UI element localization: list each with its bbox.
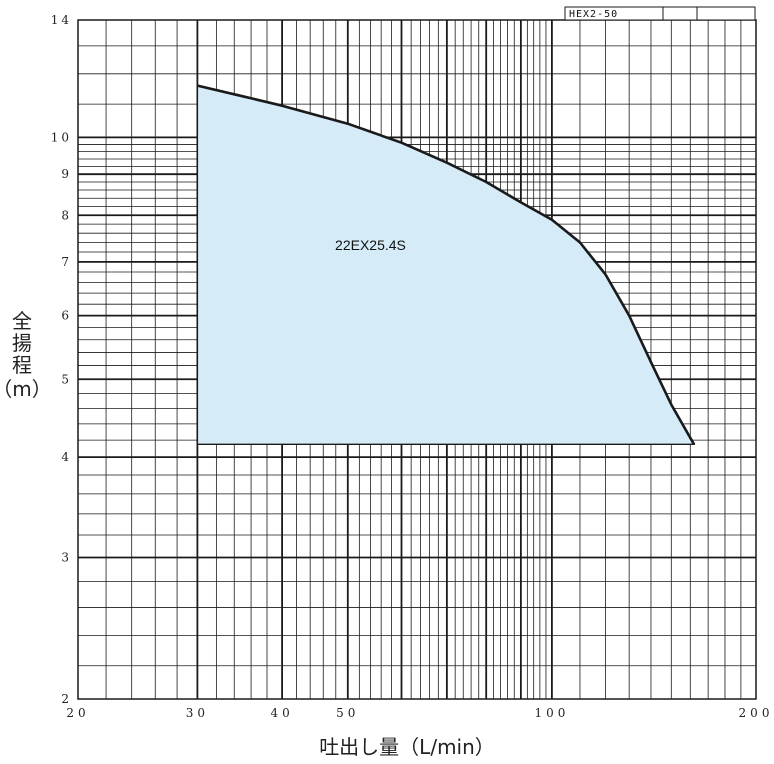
y-tick-label: 6 bbox=[61, 309, 72, 323]
x-tick-label: 100 bbox=[534, 706, 569, 720]
model-code: HEX2-50 bbox=[569, 9, 618, 20]
y-axis-title-char: 程 bbox=[12, 353, 32, 377]
plot-frame bbox=[77, 19, 757, 700]
y-axis-title: 全揚程（m） bbox=[0, 309, 52, 401]
y-tick-label: 5 bbox=[61, 372, 72, 386]
y-tick-labels: 2 3 4 5 6 7 8 9 10 14 bbox=[51, 13, 72, 706]
y-tick-label: 14 bbox=[51, 13, 72, 27]
y-axis-title-char: 全 bbox=[12, 309, 32, 333]
model-code-box: HEX2-50 bbox=[564, 6, 756, 21]
series-layer: 22EX25.4S bbox=[196, 84, 696, 446]
x-tick-label: 20 bbox=[66, 706, 89, 720]
x-tick-label: 200 bbox=[739, 706, 774, 720]
x-tick-label: 30 bbox=[186, 706, 209, 720]
y-tick-label: 10 bbox=[51, 130, 72, 144]
y-tick-label: 8 bbox=[61, 208, 72, 222]
x-tick-label: 50 bbox=[336, 706, 359, 720]
x-axis-title: 吐出し量（L/min） bbox=[319, 735, 495, 759]
x-tick-labels: 20 30 40 50 100 200 bbox=[66, 706, 774, 720]
x-tick-label: 40 bbox=[270, 706, 293, 720]
y-axis-title-char: 揚 bbox=[12, 331, 32, 355]
y-tick-label: 2 bbox=[61, 692, 72, 706]
y-tick-label: 7 bbox=[61, 255, 72, 269]
series-label: 22EX25.4S bbox=[335, 237, 406, 253]
y-axis-unit: （m） bbox=[0, 377, 52, 401]
model-code-frame bbox=[564, 6, 756, 21]
pump-curve-line bbox=[197, 84, 696, 445]
y-tick-label: 3 bbox=[61, 551, 72, 565]
y-tick-label: 9 bbox=[61, 167, 72, 181]
y-tick-label: 4 bbox=[61, 450, 72, 464]
